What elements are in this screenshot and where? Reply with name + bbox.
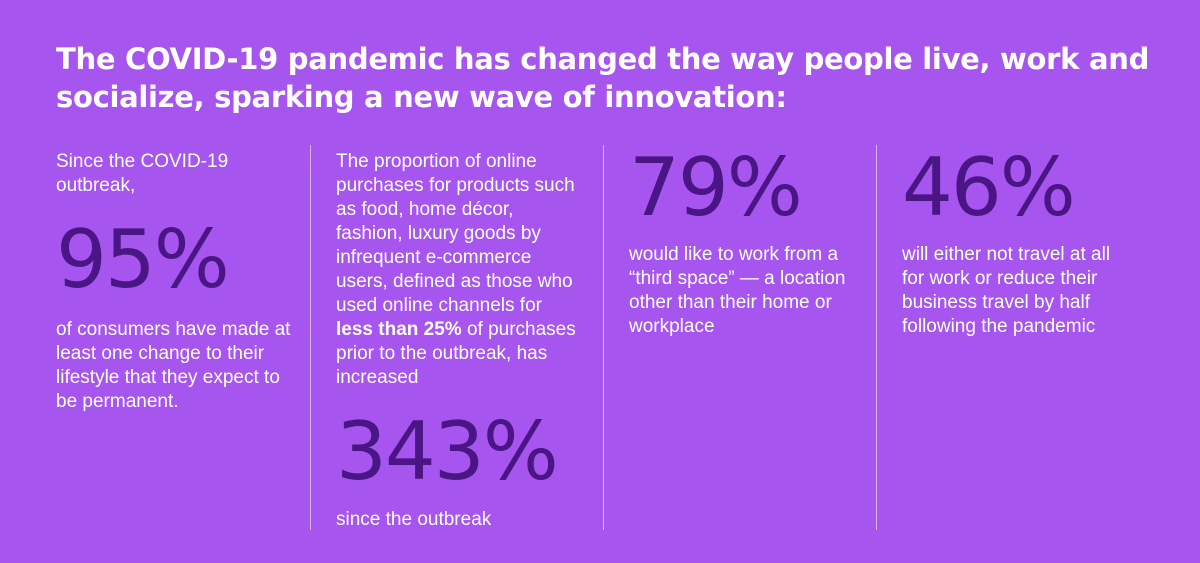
stat-description: of consumers have made at least one chan… xyxy=(56,319,291,412)
stat-description: will either not travel at all for work o… xyxy=(902,244,1111,337)
stat-description: would like to work from a “third space” … xyxy=(629,244,846,337)
stat-value-343: 343% xyxy=(336,405,559,498)
stat-intro-highlight: less than 25% xyxy=(336,319,462,340)
column-divider xyxy=(876,145,877,530)
stat-value-46: 46% xyxy=(902,141,1076,234)
stat-value-79: 79% xyxy=(629,141,803,234)
column-divider xyxy=(310,145,311,530)
stat-value-95: 95% xyxy=(56,213,230,306)
stat-intro: The proportion of online purchases for p… xyxy=(336,150,576,390)
stat-column-online-purchases: The proportion of online purchases for p… xyxy=(336,145,586,530)
stat-intro-text: The proportion of online purchases for p… xyxy=(336,151,575,316)
stat-intro-text-end: of purchases prior to the outbreak, has … xyxy=(336,319,576,388)
stat-column-business-travel: 46% will either not travel at all for wo… xyxy=(902,145,1152,530)
stat-intro: Since the COVID-19 outbreak, xyxy=(56,151,229,196)
page-title: The COVID-19 pandemic has changed the wa… xyxy=(56,42,1150,114)
stat-description: since the outbreak xyxy=(336,509,492,530)
stat-column-third-space: 79% would like to work from a “third spa… xyxy=(629,145,869,530)
column-divider xyxy=(603,145,604,530)
stat-column-consumers: Since the COVID-19 outbreak, 95% of cons… xyxy=(56,145,306,530)
